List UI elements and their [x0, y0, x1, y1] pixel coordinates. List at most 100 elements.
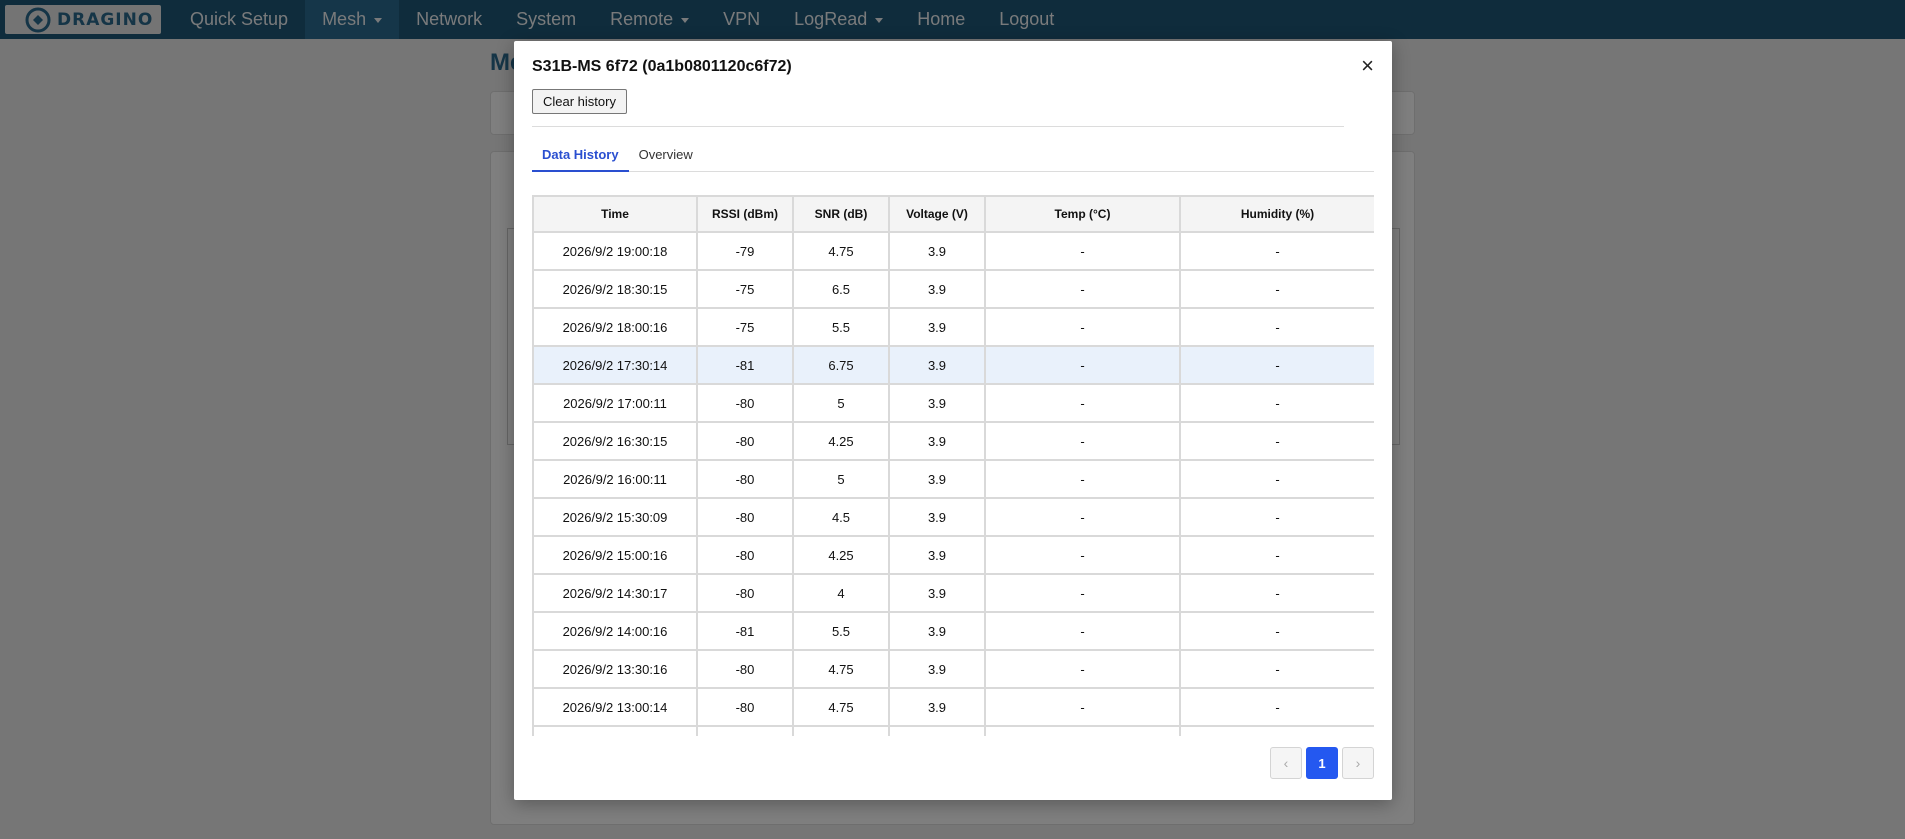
table-cell: 4.75	[792, 687, 890, 727]
table-cell: -	[984, 345, 1181, 385]
table-cell: -	[984, 687, 1181, 727]
table-cell: 3.9	[888, 459, 986, 499]
table-cell: -	[1179, 231, 1374, 271]
table-cell: -	[1179, 307, 1374, 347]
table-cell: 2026/9/2 12:30:07	[532, 725, 698, 736]
history-table-scroll[interactable]: Time RSSI (dBm) SNR (dB) Voltage (V) Temp (°…	[532, 195, 1374, 736]
table-cell: -	[984, 421, 1181, 461]
table-cell: 3.9	[888, 573, 986, 613]
table-cell: 2026/9/2 16:00:11	[532, 459, 698, 499]
table-cell: -	[984, 459, 1181, 499]
table-row[interactable]: 2026/9/2 13:30:16 -80 4.75 3.9- -	[532, 649, 1374, 689]
table-cell: 6.75	[792, 345, 890, 385]
table-row[interactable]: 2026/9/2 19:00:18 -79 4.75 3.9- -	[532, 231, 1374, 271]
table-cell: -	[1179, 497, 1374, 537]
table-cell: -	[984, 231, 1181, 271]
divider	[532, 126, 1344, 127]
table-cell: 2026/9/2 13:30:16	[532, 649, 698, 689]
table-cell: -	[984, 497, 1181, 537]
table-header-row: Time RSSI (dBm) SNR (dB) Voltage (V) Temp (°…	[532, 195, 1374, 233]
table-row[interactable]: 2026/9/2 12:30:07-804.753.9--	[532, 725, 1374, 736]
column-header[interactable]: Humidity (%)	[1179, 195, 1374, 233]
table-cell: -	[1179, 687, 1374, 727]
table-cell: -	[1179, 269, 1374, 309]
table-cell: 4	[792, 573, 890, 613]
column-header[interactable]: Temp (°C)	[984, 195, 1181, 233]
table-cell: -80	[696, 459, 794, 499]
table-row[interactable]: 2026/9/2 15:00:16 -80 4.25 3.9- -	[532, 535, 1374, 575]
table-cell: -	[984, 725, 1181, 736]
table-cell: -80	[696, 573, 794, 613]
table-cell: 2026/9/2 15:30:09	[532, 497, 698, 537]
table-cell: -	[984, 649, 1181, 689]
table-cell: 2026/9/2 14:30:17	[532, 573, 698, 613]
clear-history-button[interactable]: Clear history	[532, 89, 627, 114]
table-cell: 2026/9/2 17:00:11	[532, 383, 698, 423]
table-cell: -	[984, 383, 1181, 423]
table-cell: 2026/9/2 17:30:14	[532, 345, 698, 385]
pagination: ‹ 1 ›	[1270, 747, 1374, 779]
table-cell: -	[1179, 421, 1374, 461]
table-row[interactable]: 2026/9/2 17:00:11 -80 5 3.9- -	[532, 383, 1374, 423]
table-cell: -	[1179, 345, 1374, 385]
table-cell: 5	[792, 383, 890, 423]
table-cell: 3.9	[888, 687, 986, 727]
table-row[interactable]: 2026/9/2 15:30:09 -80 4.5 3.9- -	[532, 497, 1374, 537]
column-header[interactable]: RSSI (dBm)	[696, 195, 794, 233]
history-table: Time RSSI (dBm) SNR (dB) Voltage (V) Temp (°…	[532, 195, 1374, 736]
table-row[interactable]: 2026/9/2 14:00:16 -81 5.5 3.9- -	[532, 611, 1374, 651]
table-cell: -80	[696, 383, 794, 423]
table-row[interactable]: 2026/9/2 17:30:14 -81 6.75 3.9- -	[532, 345, 1374, 385]
table-row[interactable]: 2026/9/2 18:00:16 -75 5.5 3.9- -	[532, 307, 1374, 347]
tab-data-history[interactable]: Data History	[532, 146, 629, 172]
column-header[interactable]: Voltage (V)	[888, 195, 986, 233]
table-cell: -	[1179, 459, 1374, 499]
close-icon[interactable]: ×	[1361, 53, 1374, 78]
table-cell: 2026/9/2 14:00:16	[532, 611, 698, 651]
tab-overview[interactable]: Overview	[638, 147, 693, 162]
next-page-button[interactable]: ›	[1342, 747, 1374, 779]
table-cell: -	[1179, 383, 1374, 423]
table-cell: -79	[696, 231, 794, 271]
table-cell: 3.9	[888, 345, 986, 385]
table-cell: 4.75	[792, 725, 890, 736]
table-row[interactable]: 2026/9/2 16:00:11 -80 5 3.9- -	[532, 459, 1374, 499]
table-cell: -80	[696, 497, 794, 537]
table-row[interactable]: 2026/9/2 13:00:14 -80 4.75 3.9- -	[532, 687, 1374, 727]
table-cell: 3.9	[888, 649, 986, 689]
table-cell: -	[984, 269, 1181, 309]
table-cell: -	[984, 307, 1181, 347]
prev-page-button[interactable]: ‹	[1270, 747, 1302, 779]
table-cell: 2026/9/2 13:00:14	[532, 687, 698, 727]
table-cell: 5.5	[792, 307, 890, 347]
table-cell: -	[1179, 725, 1374, 736]
table-cell: 2026/9/2 18:00:16	[532, 307, 698, 347]
table-cell: -	[1179, 573, 1374, 613]
table-cell: -80	[696, 687, 794, 727]
page-1-button[interactable]: 1	[1306, 747, 1338, 779]
table-cell: -	[984, 535, 1181, 575]
table-row[interactable]: 2026/9/2 14:30:17 -80 4 3.9- -	[532, 573, 1374, 613]
column-header[interactable]: SNR (dB)	[792, 195, 890, 233]
modal-tabs: Data History Overview	[532, 146, 1374, 172]
table-cell: 4.25	[792, 535, 890, 575]
table-cell: 4.25	[792, 421, 890, 461]
table-cell: -	[984, 611, 1181, 651]
table-cell: 2026/9/2 19:00:18	[532, 231, 698, 271]
table-cell: 4.75	[792, 649, 890, 689]
table-cell: 4.75	[792, 231, 890, 271]
table-cell: 2026/9/2 15:00:16	[532, 535, 698, 575]
table-row[interactable]: 2026/9/2 16:30:15 -80 4.25 3.9- -	[532, 421, 1374, 461]
table-cell: 6.5	[792, 269, 890, 309]
modal-title: S31B-MS 6f72 (0a1b0801120c6f72)	[532, 58, 792, 75]
table-cell: 3.9	[888, 383, 986, 423]
table-cell: 3.9	[888, 231, 986, 271]
table-cell: -	[1179, 611, 1374, 651]
column-header[interactable]: Time	[532, 195, 698, 233]
table-cell: 3.9	[888, 421, 986, 461]
table-cell: -75	[696, 307, 794, 347]
table-cell: 5.5	[792, 611, 890, 651]
table-cell: 3.9	[888, 307, 986, 347]
table-cell: 3.9	[888, 497, 986, 537]
table-row[interactable]: 2026/9/2 18:30:15 -75 6.5 3.9- -	[532, 269, 1374, 309]
